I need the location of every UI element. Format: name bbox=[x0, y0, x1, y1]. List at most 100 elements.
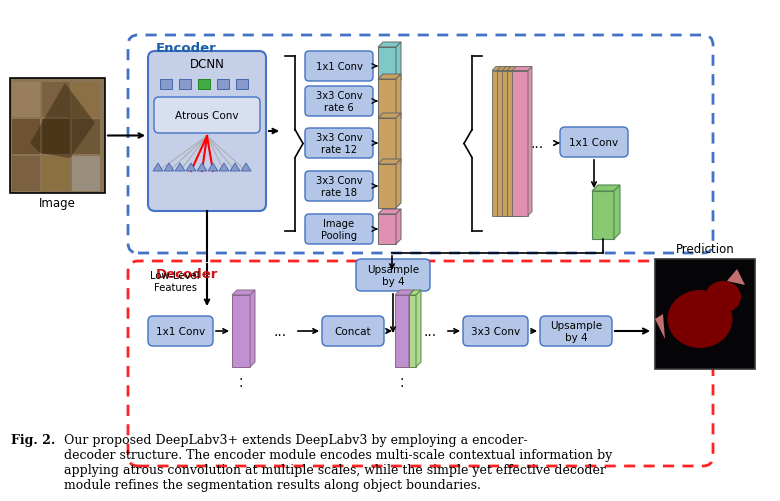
Bar bbox=[507, 71, 523, 216]
Text: Upsample
by 4: Upsample by 4 bbox=[550, 321, 602, 342]
Polygon shape bbox=[396, 160, 401, 208]
Text: Encoder: Encoder bbox=[156, 42, 217, 55]
Bar bbox=[236, 80, 248, 90]
Polygon shape bbox=[230, 164, 240, 172]
Polygon shape bbox=[30, 84, 95, 159]
Bar bbox=[179, 80, 191, 90]
Bar bbox=[12, 83, 40, 118]
Text: Upsample
by 4: Upsample by 4 bbox=[367, 265, 419, 286]
Bar bbox=[42, 157, 70, 191]
Bar bbox=[217, 80, 229, 90]
Text: .: . bbox=[400, 368, 404, 382]
Text: 1x1 Conv: 1x1 Conv bbox=[569, 138, 619, 148]
Text: .: . bbox=[400, 375, 404, 389]
Bar bbox=[198, 80, 210, 90]
FancyBboxPatch shape bbox=[305, 172, 373, 201]
Text: DCNN: DCNN bbox=[190, 58, 225, 70]
Text: 1x1 Conv: 1x1 Conv bbox=[316, 62, 363, 72]
FancyBboxPatch shape bbox=[560, 128, 628, 158]
Polygon shape bbox=[523, 67, 527, 216]
Polygon shape bbox=[396, 43, 401, 86]
Text: Image
Pooling: Image Pooling bbox=[321, 219, 357, 240]
Text: Atrous Conv: Atrous Conv bbox=[176, 111, 239, 121]
Text: .: . bbox=[239, 375, 243, 389]
Text: .: . bbox=[239, 368, 243, 382]
Polygon shape bbox=[416, 291, 421, 367]
Bar bbox=[72, 120, 100, 155]
FancyBboxPatch shape bbox=[305, 214, 373, 244]
FancyBboxPatch shape bbox=[322, 316, 384, 346]
Bar bbox=[592, 191, 614, 239]
Bar bbox=[378, 214, 396, 244]
FancyBboxPatch shape bbox=[540, 316, 612, 346]
Polygon shape bbox=[655, 314, 665, 339]
Bar bbox=[497, 71, 513, 216]
Bar bbox=[395, 296, 409, 367]
FancyBboxPatch shape bbox=[305, 129, 373, 159]
Polygon shape bbox=[492, 67, 512, 71]
Polygon shape bbox=[378, 209, 401, 214]
Polygon shape bbox=[186, 164, 196, 172]
Ellipse shape bbox=[705, 282, 741, 313]
Bar bbox=[378, 48, 396, 86]
Polygon shape bbox=[395, 291, 414, 296]
Bar bbox=[378, 165, 396, 208]
Bar bbox=[160, 80, 172, 90]
Polygon shape bbox=[614, 186, 620, 239]
Polygon shape bbox=[219, 164, 229, 172]
Polygon shape bbox=[396, 75, 401, 124]
Text: Prediction: Prediction bbox=[675, 243, 735, 256]
Text: ...: ... bbox=[530, 137, 544, 151]
Polygon shape bbox=[175, 164, 185, 172]
Text: 3x3 Conv
rate 6: 3x3 Conv rate 6 bbox=[316, 91, 363, 113]
Polygon shape bbox=[507, 67, 527, 71]
Bar bbox=[409, 296, 416, 367]
Polygon shape bbox=[528, 67, 532, 216]
Bar bbox=[492, 71, 508, 216]
Bar bbox=[42, 83, 70, 118]
Text: Image: Image bbox=[39, 197, 76, 210]
Text: 3x3 Conv
rate 18: 3x3 Conv rate 18 bbox=[316, 176, 363, 197]
Polygon shape bbox=[208, 164, 218, 172]
Polygon shape bbox=[409, 291, 421, 296]
Polygon shape bbox=[502, 67, 522, 71]
FancyBboxPatch shape bbox=[128, 36, 713, 254]
Polygon shape bbox=[153, 164, 163, 172]
FancyBboxPatch shape bbox=[305, 87, 373, 117]
Bar bbox=[12, 157, 40, 191]
Text: ...: ... bbox=[424, 324, 437, 338]
Polygon shape bbox=[518, 67, 522, 216]
Text: Our proposed DeepLabv3+ extends DeepLabv3 by employing a encoder-
decoder struct: Our proposed DeepLabv3+ extends DeepLabv… bbox=[64, 433, 612, 491]
Text: ...: ... bbox=[274, 324, 286, 338]
Bar bbox=[378, 119, 396, 169]
Polygon shape bbox=[508, 67, 512, 216]
Polygon shape bbox=[241, 164, 251, 172]
Text: Concat: Concat bbox=[335, 326, 371, 336]
Polygon shape bbox=[396, 209, 401, 244]
Polygon shape bbox=[378, 160, 401, 165]
Bar bbox=[10, 79, 105, 193]
Polygon shape bbox=[250, 291, 255, 367]
Polygon shape bbox=[497, 67, 517, 71]
Text: Decoder: Decoder bbox=[156, 267, 218, 280]
Bar bbox=[655, 260, 755, 369]
Text: 3x3 Conv
rate 12: 3x3 Conv rate 12 bbox=[316, 133, 363, 154]
Polygon shape bbox=[378, 114, 401, 119]
Text: Low-Level
Features: Low-Level Features bbox=[151, 271, 200, 292]
Polygon shape bbox=[378, 43, 401, 48]
Text: 1x1 Conv: 1x1 Conv bbox=[156, 326, 205, 336]
Polygon shape bbox=[378, 75, 401, 80]
Polygon shape bbox=[164, 164, 174, 172]
Polygon shape bbox=[592, 186, 620, 191]
Bar bbox=[72, 157, 100, 191]
FancyBboxPatch shape bbox=[148, 316, 213, 346]
Bar bbox=[42, 120, 70, 155]
Text: Fig. 2.: Fig. 2. bbox=[11, 433, 55, 446]
Bar bbox=[198, 80, 210, 90]
Polygon shape bbox=[197, 164, 207, 172]
FancyBboxPatch shape bbox=[128, 262, 713, 466]
FancyBboxPatch shape bbox=[463, 316, 528, 346]
Bar bbox=[378, 80, 396, 124]
Bar bbox=[512, 71, 528, 216]
Polygon shape bbox=[512, 67, 532, 71]
